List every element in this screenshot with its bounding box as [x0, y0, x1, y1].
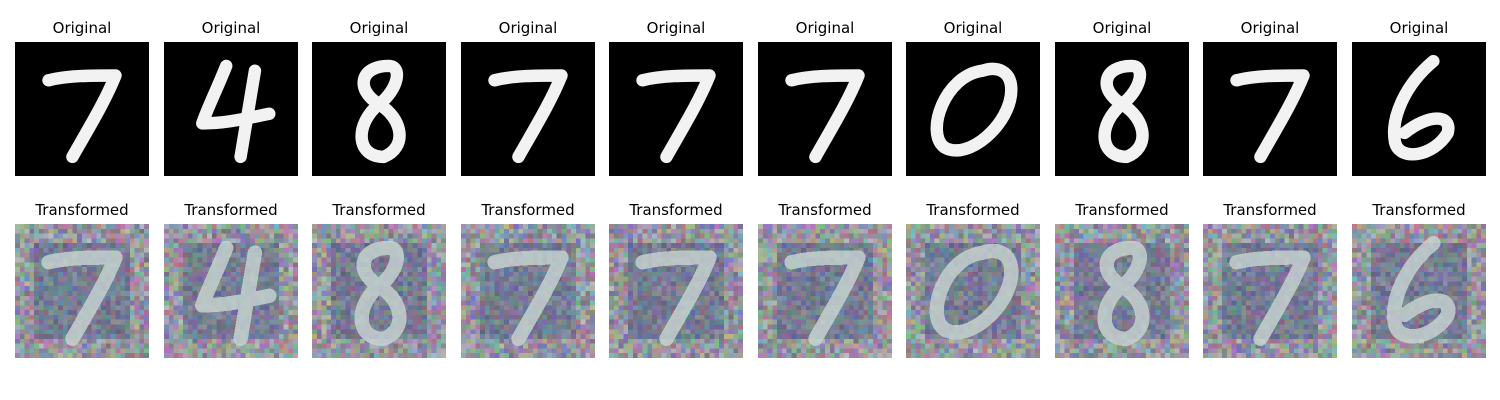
- original-title: Original: [349, 19, 409, 37]
- transformed-digit-image: [15, 224, 149, 358]
- transformed-title: Transformed: [926, 201, 1020, 219]
- original-digit-image: [906, 42, 1040, 176]
- original-digit-image: [312, 42, 446, 176]
- transformed-digit-image: [312, 224, 446, 358]
- original-title: Original: [201, 19, 261, 37]
- transformed-digit-image: [1352, 224, 1486, 358]
- original-digit-image: [1352, 42, 1486, 176]
- original-digit-image: [1203, 42, 1337, 176]
- transformed-digit-image: [164, 224, 298, 358]
- original-title: Original: [1092, 19, 1152, 37]
- transformed-digit-image: [609, 224, 743, 358]
- transformed-title: Transformed: [332, 201, 426, 219]
- original-title: Original: [1240, 19, 1300, 37]
- original-title: Original: [1389, 19, 1449, 37]
- transformed-title: Transformed: [1075, 201, 1169, 219]
- original-digit-image: [1055, 42, 1189, 176]
- original-digit-image: [461, 42, 595, 176]
- original-digit-image: [758, 42, 892, 176]
- transformed-title: Transformed: [481, 201, 575, 219]
- transformed-digit-image: [758, 224, 892, 358]
- transformed-digit-image: [1203, 224, 1337, 358]
- transformed-digit-image: [906, 224, 1040, 358]
- original-digit-image: [15, 42, 149, 176]
- transformed-title: Transformed: [778, 201, 872, 219]
- original-title: Original: [646, 19, 706, 37]
- transformed-digit-image: [1055, 224, 1189, 358]
- original-title: Original: [498, 19, 558, 37]
- transformed-title: Transformed: [1372, 201, 1466, 219]
- original-title: Original: [52, 19, 112, 37]
- transformed-title: Transformed: [35, 201, 129, 219]
- original-title: Original: [943, 19, 1003, 37]
- original-digit-image: [609, 42, 743, 176]
- original-title: Original: [795, 19, 855, 37]
- transformed-title: Transformed: [629, 201, 723, 219]
- transformed-title: Transformed: [1223, 201, 1317, 219]
- transformed-digit-image: [461, 224, 595, 358]
- transformed-title: Transformed: [184, 201, 278, 219]
- original-digit-image: [164, 42, 298, 176]
